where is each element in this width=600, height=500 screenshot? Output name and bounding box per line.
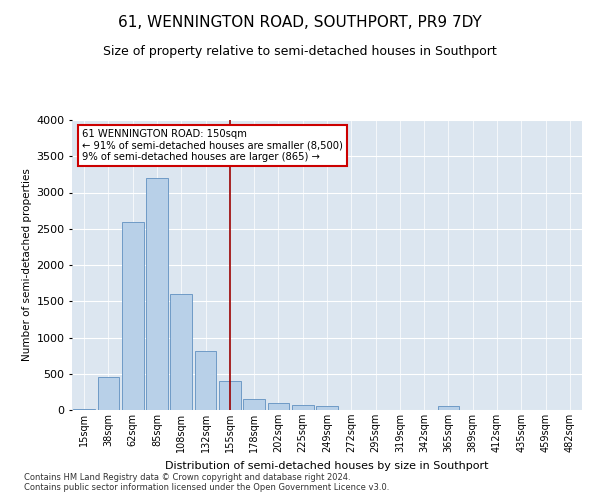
Bar: [146, 178, 168, 410]
Y-axis label: Number of semi-detached properties: Number of semi-detached properties: [22, 168, 32, 362]
Bar: [97, 376, 119, 410]
Text: 61, WENNINGTON ROAD, SOUTHPORT, PR9 7DY: 61, WENNINGTON ROAD, SOUTHPORT, PR9 7DY: [118, 15, 482, 30]
Bar: [170, 294, 192, 410]
Bar: [268, 404, 289, 410]
Text: Contains public sector information licensed under the Open Government Licence v3: Contains public sector information licen…: [24, 484, 389, 492]
Text: Size of property relative to semi-detached houses in Southport: Size of property relative to semi-detach…: [103, 45, 497, 58]
X-axis label: Distribution of semi-detached houses by size in Southport: Distribution of semi-detached houses by …: [165, 460, 489, 470]
Bar: [292, 404, 314, 410]
Bar: [194, 350, 217, 410]
Bar: [219, 381, 241, 410]
Bar: [437, 406, 460, 410]
Text: 61 WENNINGTON ROAD: 150sqm
← 91% of semi-detached houses are smaller (8,500)
9% : 61 WENNINGTON ROAD: 150sqm ← 91% of semi…: [82, 128, 343, 162]
Bar: [73, 409, 95, 410]
Bar: [316, 406, 338, 410]
Text: Contains HM Land Registry data © Crown copyright and database right 2024.: Contains HM Land Registry data © Crown c…: [24, 474, 350, 482]
Bar: [122, 222, 143, 410]
Bar: [243, 399, 265, 410]
